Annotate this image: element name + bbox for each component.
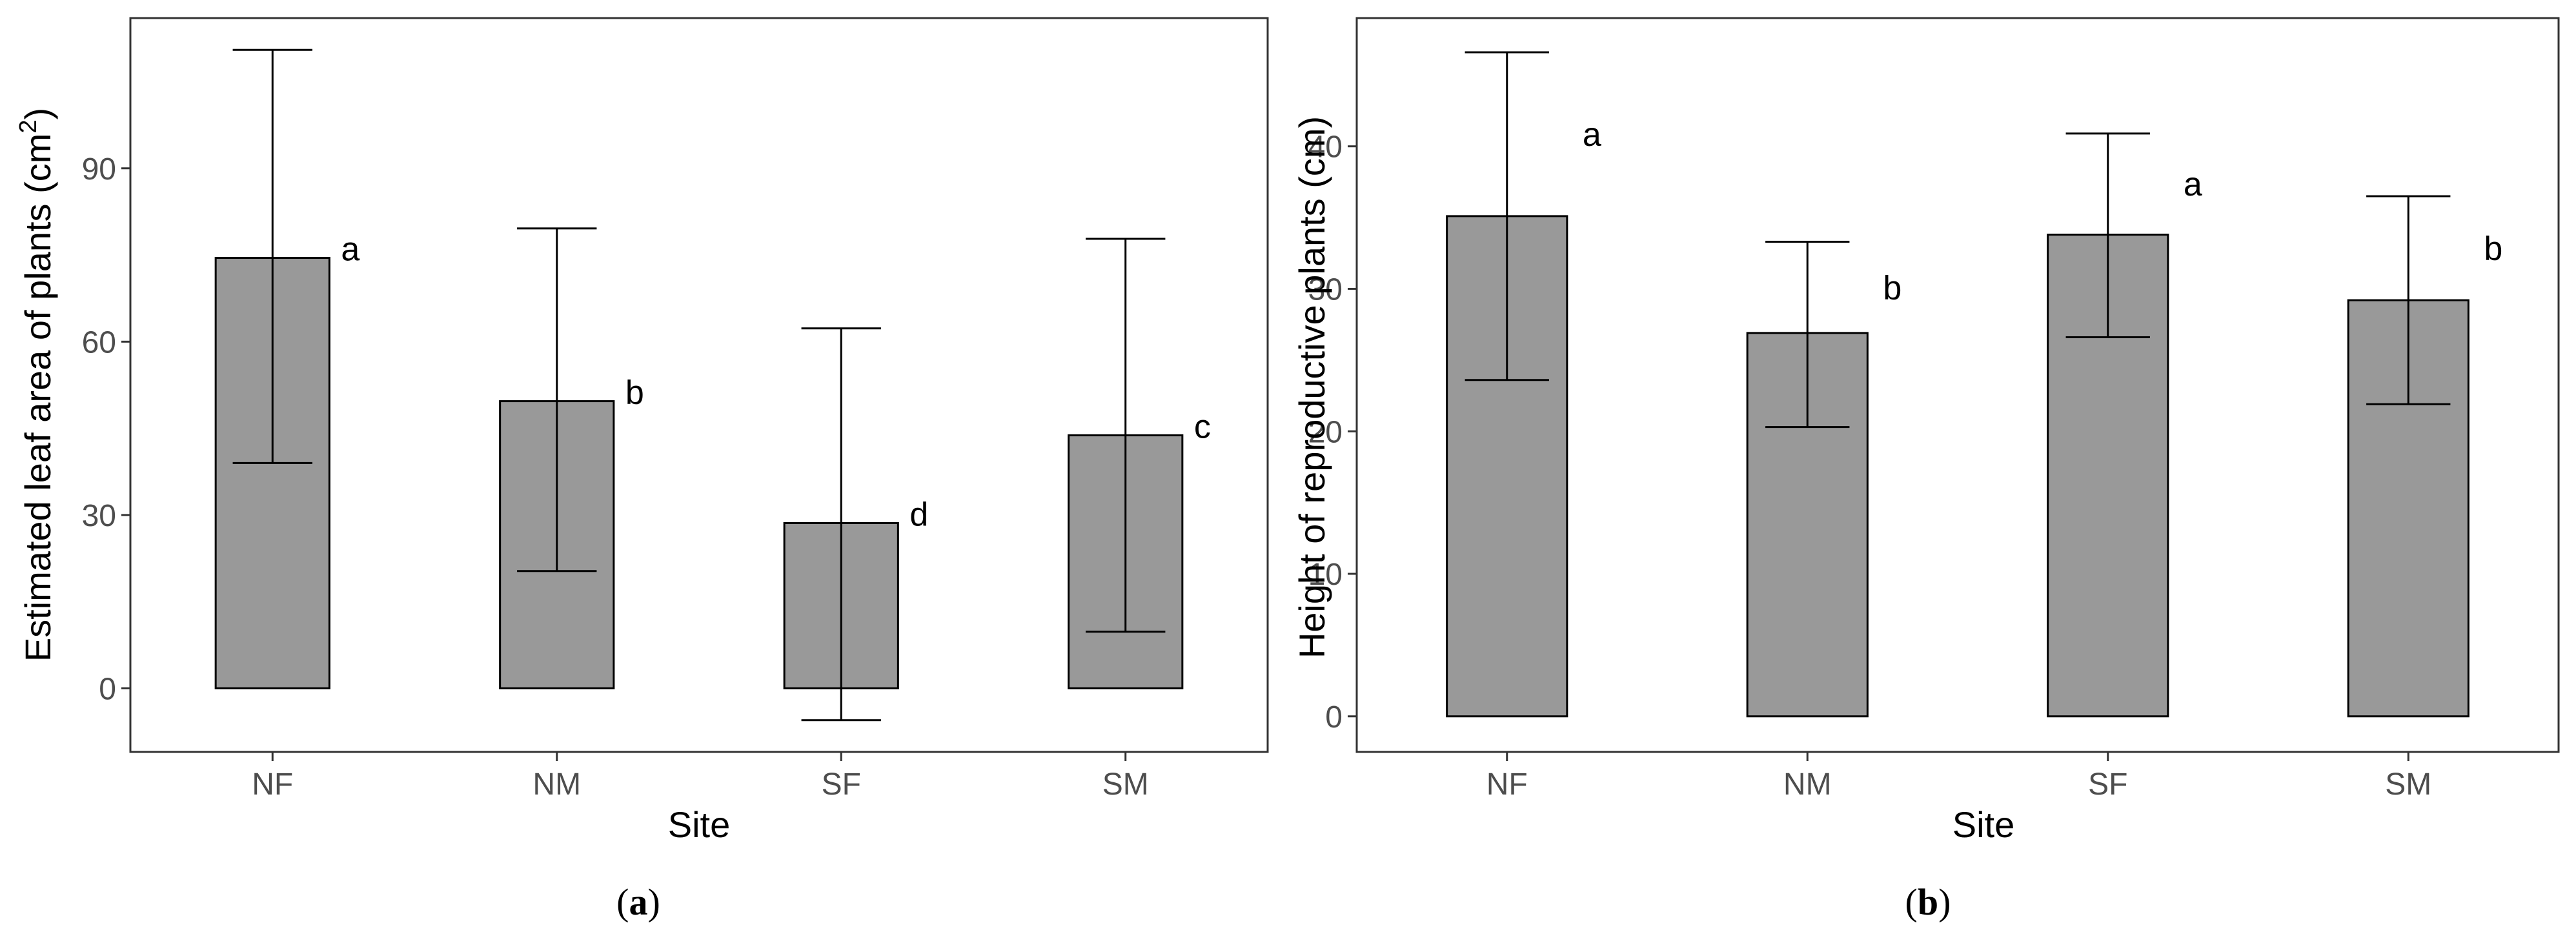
x-tick-label-a-nf: NF: [252, 767, 293, 802]
y-axis-label-a: Estimated leaf area of plants (cm2): [15, 108, 58, 662]
y-tick-label-a: 90: [82, 152, 116, 187]
significance-letter-a-sf: d: [909, 496, 928, 533]
significance-letter-b-sm: b: [2484, 230, 2502, 268]
y-tick-label-b: 20: [1308, 415, 1343, 449]
x-tick-label-b-sm: SM: [2385, 767, 2431, 802]
significance-letter-b-nm: b: [1883, 269, 1902, 307]
x-tick-label-b-sf: SF: [2088, 767, 2127, 802]
significance-letter-a-sm: c: [1194, 408, 1211, 445]
panel-label-a: (a): [616, 881, 660, 923]
significance-letter-a-nm: b: [625, 374, 644, 412]
x-tick-label-b-nm: NM: [1783, 767, 1832, 802]
panel-b: 0 10 20 30 40 a NF b NM a SF b SM Site Height of rep…: [1292, 17, 2560, 923]
significance-letter-a-nf: a: [341, 231, 360, 268]
y-axis-label-superscript-a: 2: [15, 119, 42, 133]
x-tick-label-a-sf: SF: [822, 767, 861, 802]
y-axis-label-b: Height of reproductive plants (cm): [1292, 116, 1332, 658]
significance-letter-b-sf: a: [2184, 166, 2202, 203]
x-axis-label-a: Site: [668, 804, 731, 845]
x-axis-label-b: Site: [1952, 804, 2015, 845]
marks-a: 0 30 60 90 a NF b NM d SF c SM: [82, 48, 1211, 802]
y-tick-label-a: 30: [82, 499, 116, 533]
panel-label-b: (b): [1905, 881, 1951, 923]
marks-b: 0 10 20 30 40 a NF b NM a SF b SM: [1308, 51, 2502, 802]
x-tick-label-a-nm: NM: [532, 767, 581, 802]
y-tick-label-b: 10: [1308, 558, 1343, 592]
panel-a: 0 30 60 90 a NF b NM d SF c SM Site Estimated leaf …: [15, 17, 1269, 923]
x-tick-label-a-sm: SM: [1102, 767, 1149, 802]
significance-letter-b-nf: a: [1583, 116, 1601, 154]
y-tick-label-a: 60: [82, 325, 116, 360]
y-tick-label-b: 40: [1308, 130, 1343, 165]
y-tick-label-b: 30: [1308, 272, 1343, 307]
x-tick-label-b-nf: NF: [1486, 767, 1528, 802]
y-tick-label-a: 0: [99, 673, 116, 707]
y-tick-label-b: 0: [1325, 700, 1343, 734]
